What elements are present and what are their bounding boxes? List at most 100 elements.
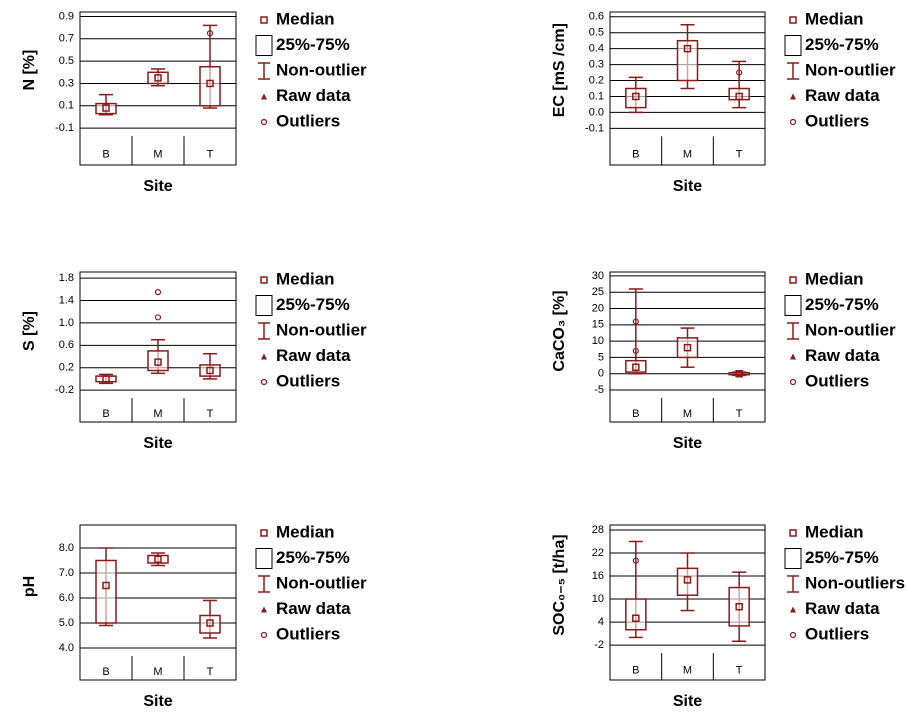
y-tick-label: 1.0 (59, 317, 74, 329)
y-tick-label: -0.1 (585, 122, 604, 134)
y-tick-label: 0.3 (59, 77, 74, 89)
legend-label: Non-outlier (276, 573, 367, 592)
y-tick-label: -5 (594, 384, 604, 396)
y-tick-label: -0.1 (55, 122, 74, 134)
outlier (154, 314, 162, 321)
y-tick-label: 5.0 (59, 617, 74, 629)
x-tick-label: T (736, 408, 743, 420)
y-tick-label: 0.6 (589, 11, 604, 23)
legend-label: Outliers (805, 371, 869, 390)
y-tick-label: 10 (592, 593, 604, 605)
median (102, 104, 110, 112)
y-tick-label: 20 (592, 302, 604, 314)
box (199, 614, 221, 634)
legend-raw (790, 353, 796, 360)
y-tick-label: 0.7 (59, 33, 74, 45)
box (625, 87, 647, 109)
box (728, 586, 750, 627)
y-axis-label: N [%] (21, 50, 38, 91)
y-axis-label: EC [mS /cm] (551, 23, 568, 117)
y-tick-label: 28 (592, 524, 604, 536)
legend-median (260, 16, 268, 24)
median (632, 614, 640, 622)
legend-label: Median (805, 9, 864, 28)
x-axis-label: Site (673, 178, 702, 195)
plot-frame (79, 524, 237, 681)
legend-label: Outliers (276, 111, 340, 130)
x-tick-label: T (207, 408, 214, 420)
x-tick-label: T (736, 664, 743, 676)
x-tick-label: B (102, 408, 109, 420)
legend-box (784, 35, 802, 56)
legend-label: Non-outlier (805, 320, 896, 339)
median (102, 581, 110, 590)
y-tick-label: 0 (598, 368, 604, 380)
x-tick-label: T (207, 148, 214, 160)
median (206, 619, 214, 627)
y-tick-label: 7.0 (59, 567, 74, 579)
box (625, 598, 647, 631)
legend-outlier (789, 378, 797, 386)
y-tick-label: 0.2 (59, 362, 74, 374)
legend-label: Median (276, 269, 335, 288)
x-tick-label: B (632, 664, 639, 676)
legend-label: Median (276, 9, 335, 28)
y-tick-label: 25 (592, 286, 604, 298)
outlier (154, 289, 162, 296)
plot-frame (609, 271, 766, 423)
median (102, 375, 110, 383)
plot-frame (609, 11, 766, 166)
x-tick-label: M (153, 666, 162, 678)
legend-box (784, 548, 802, 569)
legend-raw (261, 93, 267, 100)
box (625, 359, 647, 373)
median (735, 92, 743, 101)
legend-box (784, 295, 802, 316)
x-axis-label: Site (143, 435, 172, 452)
legend-label: Raw data (276, 599, 351, 618)
y-tick-label: 0.5 (589, 27, 604, 39)
y-tick-label: 22 (592, 547, 604, 559)
legend-label: Outliers (805, 624, 869, 643)
x-tick-label: M (153, 408, 162, 420)
box (676, 567, 699, 596)
plot-frame (79, 11, 237, 166)
median (206, 366, 214, 375)
y-tick-label: -0.2 (55, 384, 74, 396)
y-axis-label: CaCO₃ [%] (551, 290, 568, 371)
y-tick-label: 0.6 (59, 339, 74, 351)
median (154, 358, 162, 366)
box (95, 102, 117, 115)
legend-label: Outliers (276, 371, 340, 390)
legend-box (255, 35, 273, 56)
legend-box (255, 295, 273, 316)
x-tick-label: B (632, 408, 639, 420)
legend-outlier (789, 631, 797, 639)
x-tick-label: M (683, 408, 692, 420)
x-tick-label: B (102, 666, 109, 678)
legend-outlier (260, 631, 268, 639)
median (683, 576, 692, 584)
legend-label: Outliers (276, 624, 340, 643)
legend-label: Raw data (805, 86, 880, 105)
median (683, 44, 692, 53)
y-tick-label: 0.5 (59, 55, 74, 67)
median (154, 74, 162, 82)
x-axis-label: Site (143, 693, 172, 710)
box (728, 372, 750, 376)
plot-frame (79, 271, 237, 423)
y-axis-label: SOC₀₋₅ [t/ha] (551, 534, 568, 635)
box (95, 375, 117, 383)
outlier (736, 69, 743, 76)
legend-outlier (789, 118, 797, 126)
legend-outlier (260, 378, 268, 386)
outlier (632, 557, 639, 564)
y-tick-label: 16 (592, 570, 604, 582)
y-tick-label: 0.3 (589, 59, 604, 71)
median (632, 92, 640, 101)
box (676, 337, 699, 359)
x-axis-label: Site (143, 178, 172, 195)
legend-label: 25%-75% (276, 35, 350, 54)
y-tick-label: 1.8 (59, 272, 74, 284)
legend-label: Median (276, 522, 335, 541)
